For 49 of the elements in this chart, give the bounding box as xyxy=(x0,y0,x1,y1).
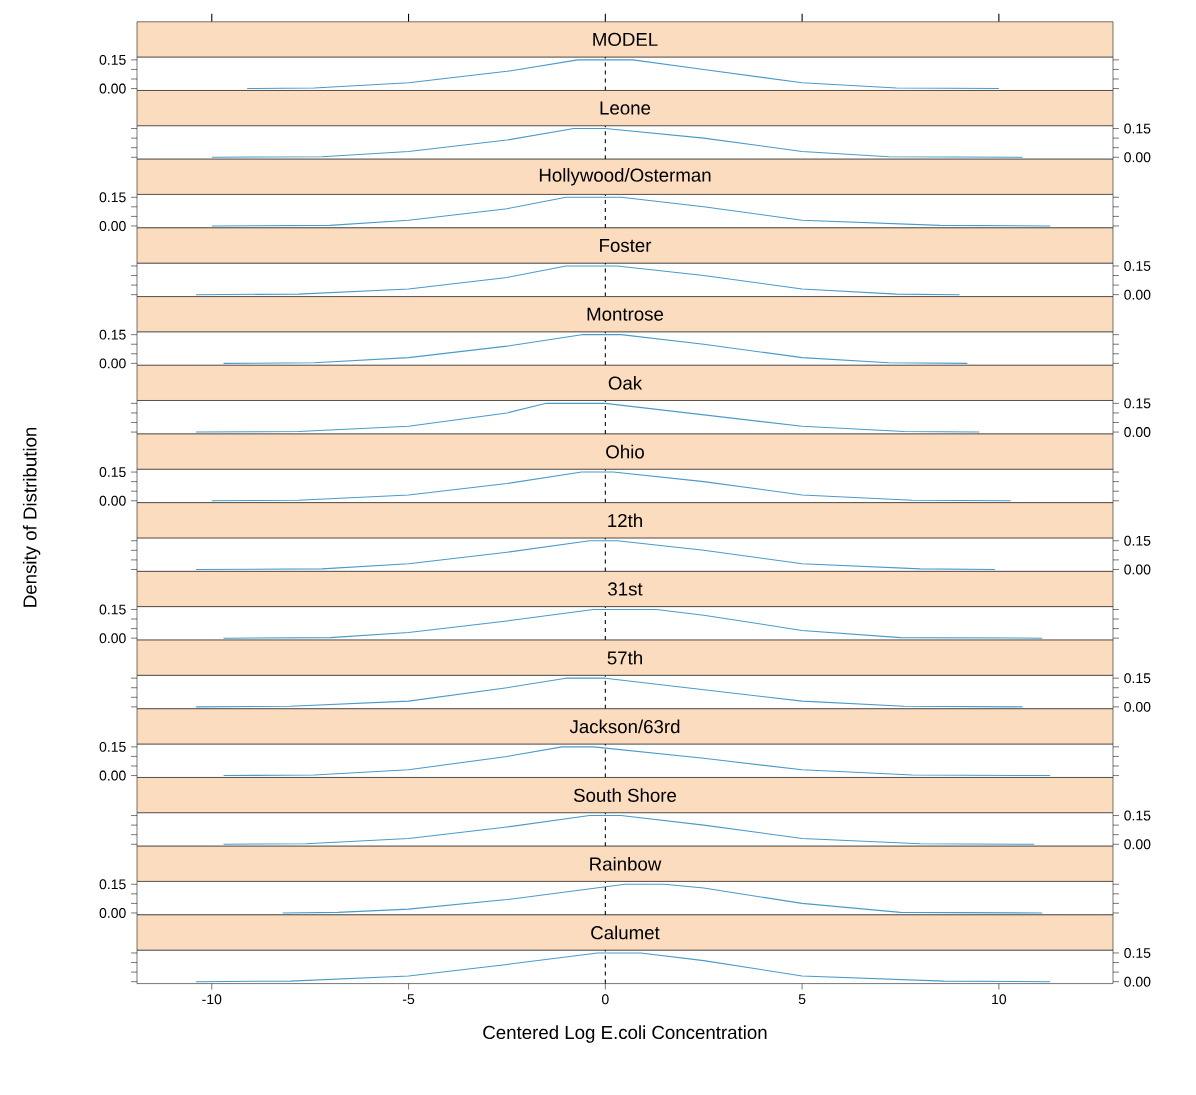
y-tick-label: 0.00 xyxy=(1124,564,1151,575)
chart-title: Jackson/63rd xyxy=(569,719,680,734)
chart-title: Ohio xyxy=(606,444,644,459)
y-tick-label: 0.00 xyxy=(99,358,126,369)
x-tick-label: 10 xyxy=(992,994,1007,1005)
chart-title: Leone xyxy=(600,101,651,115)
chart-title: Oak xyxy=(608,376,643,390)
chart-title: Hollywood/Osterman xyxy=(539,168,711,186)
y-tick-label: 0.00 xyxy=(99,495,126,506)
x-tick-label: 0 xyxy=(601,994,609,1005)
y-tick-label: 0.00 xyxy=(1124,839,1151,850)
y-tick-label: 0.15 xyxy=(1124,261,1151,271)
y-tick-label: 0.00 xyxy=(99,633,126,644)
chart-title: Rainbow xyxy=(590,856,662,871)
y-tick-label: 0.15 xyxy=(99,467,126,478)
y-tick-label: 0.00 xyxy=(99,83,126,94)
y-tick-label: 0.00 xyxy=(1124,289,1151,300)
x-tick-label: -10 xyxy=(202,994,222,1005)
y-tick-label: 0.15 xyxy=(1124,948,1151,958)
y-tick-label: 0.15 xyxy=(1124,123,1151,134)
y-tick-label: 0.00 xyxy=(99,221,126,231)
y-tick-label: 0.15 xyxy=(99,329,126,340)
y-tick-label: 0.15 xyxy=(1124,810,1151,821)
y-tick-label: 0.00 xyxy=(1124,152,1151,163)
y-tick-label: 0.00 xyxy=(99,770,126,781)
chart-title: Montrose xyxy=(587,307,664,321)
chart-title: 12th xyxy=(608,513,642,528)
y-tick-label: 0.15 xyxy=(99,741,126,752)
y-tick-label: 0.15 xyxy=(1124,535,1151,546)
chart-title: South Shore xyxy=(573,788,677,802)
y-tick-label: 0.15 xyxy=(99,604,126,615)
y-tick-label: 0.00 xyxy=(1124,976,1151,987)
x-tick-label: 5 xyxy=(798,994,806,1005)
chart-title: Foster xyxy=(600,238,652,252)
y-tick-label: 0.15 xyxy=(99,54,126,65)
y-tick-label: 0.00 xyxy=(99,908,126,918)
y-tick-label: 0.00 xyxy=(1124,427,1151,438)
y-axis-title: Density of Distribution xyxy=(22,427,41,607)
chart-title: MODEL xyxy=(593,32,658,46)
y-tick-label: 0.15 xyxy=(99,192,126,203)
chart-title: Calumet xyxy=(591,925,660,940)
x-axis-title: Centered Log E.coli Concentration xyxy=(483,1025,767,1043)
chart-title: 57th xyxy=(607,650,642,665)
y-tick-label: 0.15 xyxy=(99,879,126,890)
y-tick-label: 0.15 xyxy=(1124,398,1151,409)
y-tick-label: 0.15 xyxy=(1124,673,1151,684)
x-tick-label: -5 xyxy=(402,994,415,1005)
y-tick-label: 0.00 xyxy=(1124,701,1151,712)
chart-title: 31st xyxy=(608,582,643,596)
